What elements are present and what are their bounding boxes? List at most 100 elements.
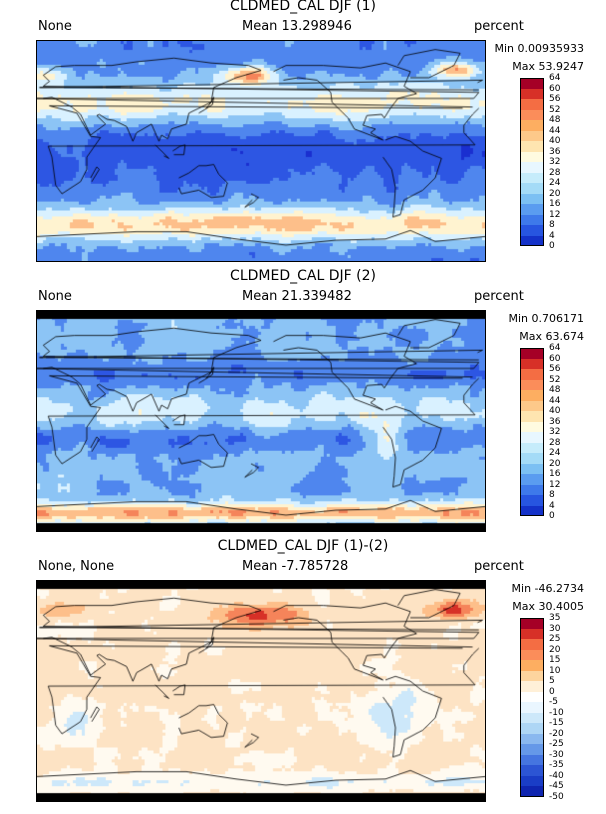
colorbar-tick-label: 10 <box>549 665 561 676</box>
world-map-field <box>36 580 486 802</box>
units-label: percent <box>474 559 524 574</box>
left-label: None, None <box>38 559 115 574</box>
colorbar-swatch <box>520 172 544 183</box>
colorbar-tick-label: 36 <box>549 416 561 427</box>
min-label: Min -46.2734 <box>511 582 584 595</box>
colorbar-swatch <box>520 130 544 141</box>
min-label: Min 0.00935933 <box>494 42 585 55</box>
colorbar-swatch <box>520 348 544 359</box>
colorbar-tick-label: 5 <box>549 676 555 686</box>
colorbar-swatch <box>520 379 544 390</box>
colorbar-tick-label: 48 <box>549 385 561 395</box>
panel-title: CLDMED_CAL DJF (2) <box>230 268 376 284</box>
colorbar-swatch <box>520 474 544 485</box>
colorbar-tick-label: 60 <box>549 83 561 94</box>
colorbar-swatch <box>520 151 544 162</box>
colorbar-swatch <box>520 358 544 369</box>
colorbar-swatch <box>520 765 544 776</box>
colorbar-tick-label: 35 <box>549 613 561 623</box>
colorbar-tick-label: 16 <box>549 199 561 209</box>
colorbar-swatch <box>520 193 544 204</box>
colorbar-tick-label: -50 <box>549 791 564 802</box>
colorbar-tick-label: 4 <box>549 230 555 241</box>
colorbar-swatch <box>520 120 544 131</box>
panel-title: CLDMED_CAL DJF (1)-(2) <box>217 538 389 554</box>
colorbar-tick-label: 0 <box>549 241 555 251</box>
colorbar-swatch <box>520 162 544 173</box>
colorbar-tick-label: 24 <box>549 448 561 458</box>
colorbar-tick-label: 30 <box>549 623 561 634</box>
colorbar-tick-label: 28 <box>549 167 561 178</box>
panel-title: CLDMED_CAL DJF (1) <box>230 0 376 14</box>
colorbar-tick-label: 0 <box>549 511 555 521</box>
colorbar <box>520 348 544 516</box>
colorbar-swatch <box>520 88 544 99</box>
colorbar-swatch <box>520 369 544 380</box>
colorbar-tick-label: 48 <box>549 115 561 125</box>
colorbar-swatch <box>520 733 544 744</box>
colorbar <box>520 78 544 246</box>
colorbar-swatch <box>520 421 544 432</box>
colorbar-tick-label: -15 <box>549 718 564 728</box>
colorbar-swatch <box>520 484 544 495</box>
colorbar-swatch <box>520 463 544 474</box>
colorbar-swatch <box>520 99 544 110</box>
colorbar-swatch <box>520 225 544 236</box>
colorbar-swatch <box>520 712 544 723</box>
colorbar-tick-label: 56 <box>549 94 561 104</box>
colorbar-swatch <box>520 183 544 194</box>
mean-label: Mean 13.298946 <box>242 19 352 34</box>
colorbar-swatch <box>520 390 544 401</box>
colorbar-tick-label: 64 <box>549 73 561 83</box>
colorbar-tick-label: -10 <box>549 707 564 718</box>
max-label: Max 63.674 <box>519 330 584 343</box>
colorbar-tick-label: 20 <box>549 188 561 199</box>
colorbar-tick-label: 12 <box>549 209 561 220</box>
colorbar-swatch <box>520 214 544 225</box>
colorbar-swatch <box>520 505 544 516</box>
colorbar-tick-label: 12 <box>549 479 561 490</box>
colorbar-swatch <box>520 786 544 797</box>
colorbar-tick-label: 40 <box>549 406 561 416</box>
colorbar-tick-label: 0 <box>549 686 555 697</box>
colorbar-swatch <box>520 723 544 734</box>
colorbar-tick-label: 60 <box>549 353 561 364</box>
colorbar-swatch <box>520 411 544 422</box>
world-map-field <box>36 310 486 532</box>
colorbar-tick-label: 52 <box>549 104 561 115</box>
max-label: Max 53.9247 <box>512 60 584 73</box>
colorbar-tick-label: -25 <box>549 739 564 749</box>
colorbar-tick-label: 64 <box>549 343 561 353</box>
world-map-field <box>36 40 486 262</box>
colorbar-tick-label: 28 <box>549 437 561 448</box>
colorbar-tick-label: 44 <box>549 395 561 406</box>
colorbar-tick-label: -5 <box>549 697 558 707</box>
left-label: None <box>38 19 72 34</box>
colorbar-tick-label: 32 <box>549 427 561 437</box>
plot-panel-2: CLDMED_CAL DJF (2) None Mean 21.339482 p… <box>0 268 606 540</box>
colorbar-swatch <box>520 204 544 215</box>
colorbar-swatch <box>520 649 544 660</box>
colorbar-tick-label: 4 <box>549 500 555 511</box>
left-label: None <box>38 289 72 304</box>
max-label: Max 30.4005 <box>512 600 584 613</box>
colorbar <box>520 618 544 797</box>
colorbar-tick-label: 15 <box>549 655 561 665</box>
colorbar-swatch <box>520 78 544 89</box>
colorbar-swatch <box>520 618 544 629</box>
colorbar-tick-label: -40 <box>549 770 564 781</box>
mean-label: Mean 21.339482 <box>242 289 352 304</box>
colorbar-swatch <box>520 681 544 692</box>
colorbar-swatch <box>520 432 544 443</box>
colorbar-swatch <box>520 442 544 453</box>
colorbar-tick-label: 44 <box>549 125 561 136</box>
plot-panel-3: CLDMED_CAL DJF (1)-(2) None, None Mean -… <box>0 538 606 810</box>
colorbar-swatch <box>520 744 544 755</box>
colorbar-swatch <box>520 670 544 681</box>
colorbar-tick-label: 40 <box>549 136 561 146</box>
colorbar-swatch <box>520 235 544 246</box>
colorbar-swatch <box>520 141 544 152</box>
colorbar-tick-label: 24 <box>549 178 561 188</box>
colorbar-tick-label: -45 <box>549 781 564 791</box>
units-label: percent <box>474 19 524 34</box>
